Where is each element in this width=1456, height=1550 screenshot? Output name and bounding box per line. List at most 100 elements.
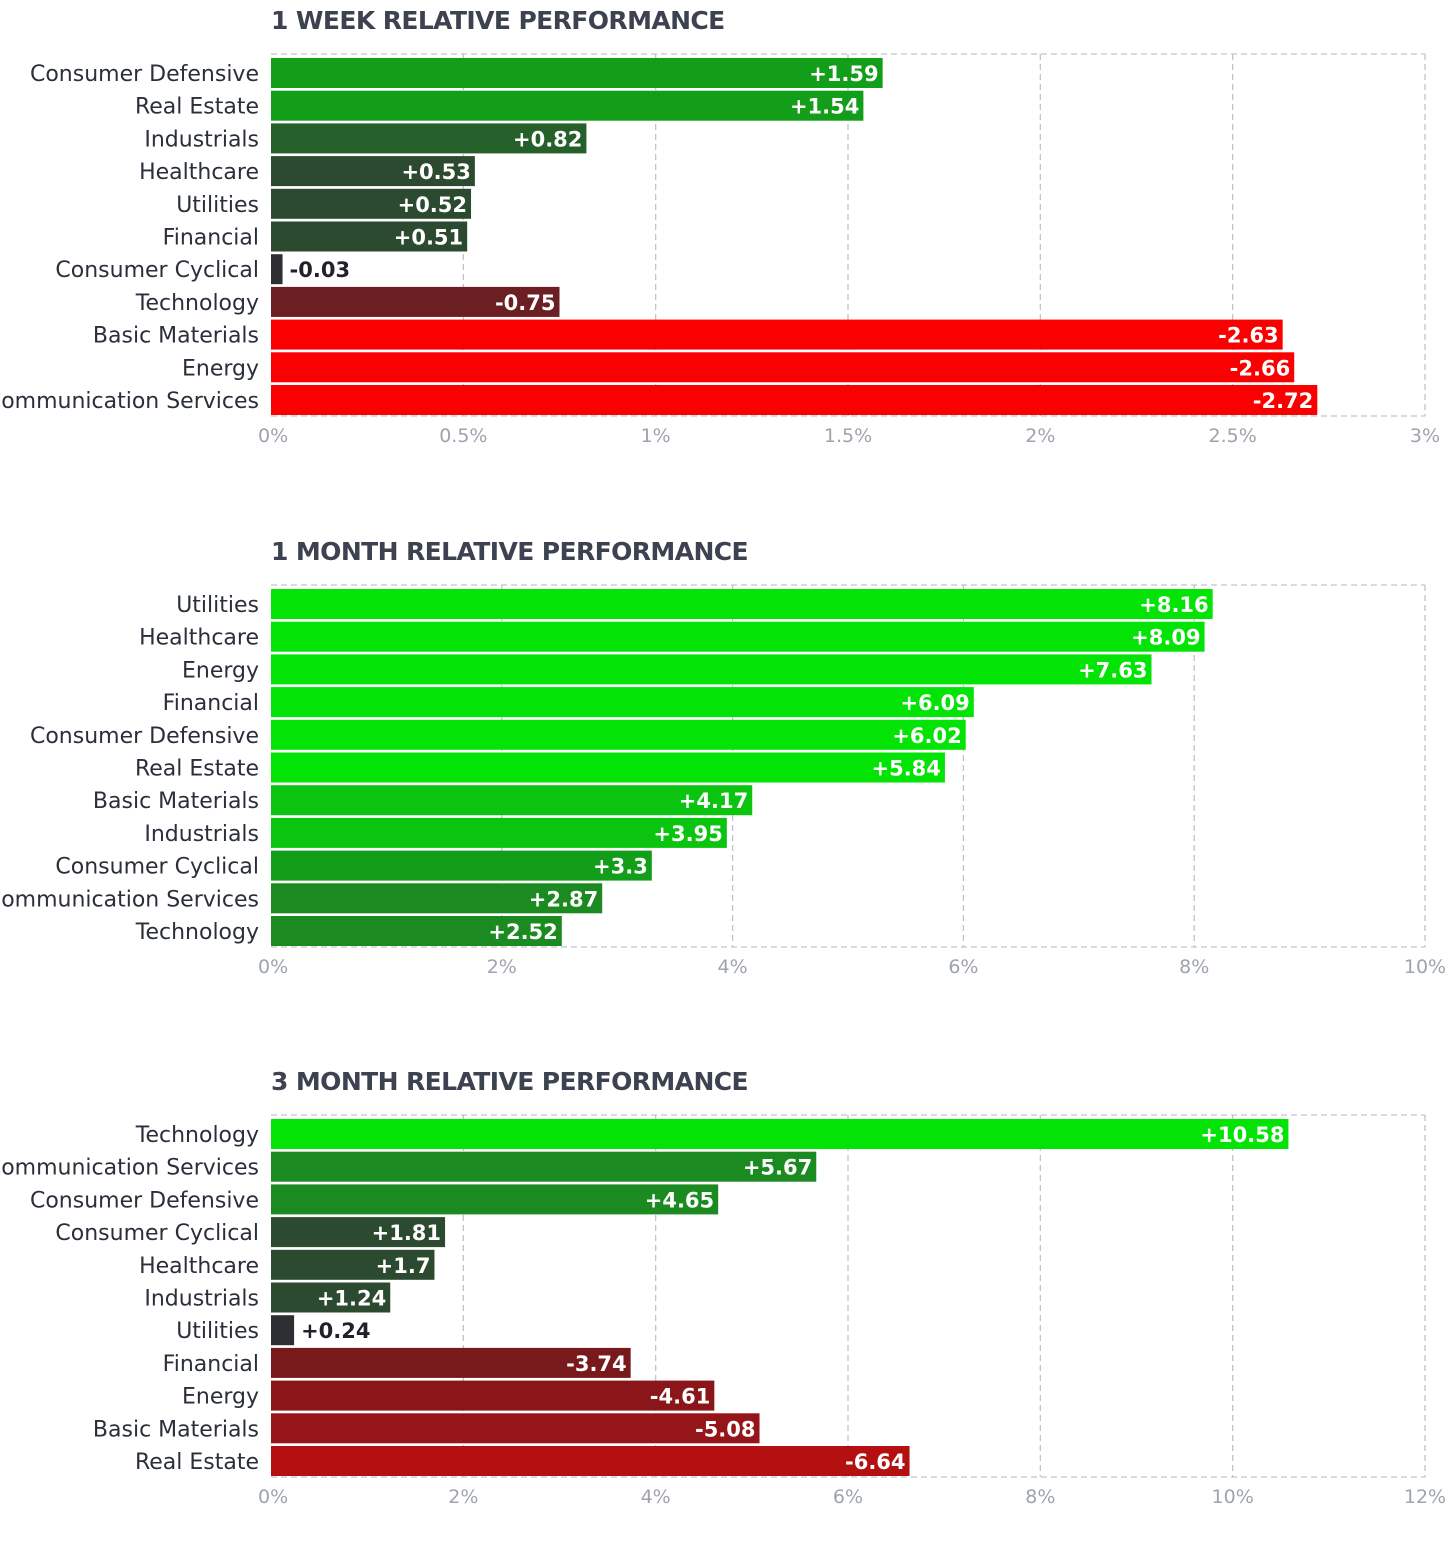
bar: [271, 1249, 435, 1280]
bar: [271, 785, 753, 816]
category-label: Communication Services: [0, 887, 259, 912]
value-label: -2.72: [1253, 389, 1314, 413]
x-tick-label: 2%: [487, 956, 517, 978]
category-label: Basic Materials: [93, 324, 259, 349]
category-label: Consumer Defensive: [30, 62, 259, 87]
x-tick-label: 4%: [641, 1486, 671, 1508]
value-label: -3.74: [566, 1352, 627, 1376]
value-label: +8.16: [1139, 593, 1208, 617]
x-tick-label: 0%: [258, 1486, 288, 1508]
category-label: Energy: [182, 658, 259, 683]
category-label: Basic Materials: [93, 789, 259, 814]
value-label: +5.84: [872, 757, 941, 781]
value-label: +3.95: [653, 822, 722, 846]
category-label: Consumer Defensive: [30, 724, 259, 749]
bar: [271, 1413, 760, 1444]
category-label: Energy: [182, 1385, 259, 1410]
bar: [271, 1315, 295, 1346]
bar: [271, 752, 945, 783]
value-label: +7.63: [1078, 658, 1147, 682]
category-label: Consumer Defensive: [30, 1188, 259, 1213]
bar: [271, 817, 727, 848]
value-label: +1.54: [790, 95, 859, 119]
value-label: +2.87: [529, 887, 598, 911]
value-label: +3.3: [593, 855, 648, 879]
bar: [271, 883, 603, 914]
category-label: Industrials: [144, 1287, 259, 1312]
category-label: Industrials: [144, 127, 259, 152]
value-label: +2.52: [488, 920, 557, 944]
category-label: Healthcare: [139, 626, 259, 651]
category-label: Real Estate: [135, 757, 259, 782]
x-tick-label: 8%: [1025, 1486, 1055, 1508]
x-tick-label: 0%: [258, 956, 288, 978]
bar: [271, 1380, 715, 1411]
x-tick-label: 0.5%: [439, 425, 487, 447]
bar: [271, 188, 472, 219]
x-tick-label: 10%: [1212, 1486, 1254, 1508]
x-tick-label: 2.5%: [1209, 425, 1257, 447]
bar: [271, 1446, 910, 1476]
category-label: Technology: [135, 291, 259, 316]
bar: [271, 286, 560, 317]
category-label: Financial: [163, 226, 259, 251]
x-tick-label: 2%: [1025, 425, 1055, 447]
bar: [271, 385, 1318, 415]
bar: [271, 90, 864, 121]
value-label: +5.67: [743, 1156, 812, 1180]
category-label: Technology: [135, 920, 259, 945]
category-label: Technology: [135, 1123, 259, 1148]
chart-1-week: 1 WEEK RELATIVE PERFORMANCE 0% 0.5% 1% 1.5% 2…: [0, 6, 1440, 447]
x-tick-label: 6%: [833, 1486, 863, 1508]
bar: [271, 654, 1152, 685]
category-label: Consumer Cyclical: [55, 855, 259, 880]
bar: [271, 719, 966, 750]
value-label: +0.82: [513, 127, 582, 151]
bar: [271, 221, 468, 252]
chart-title-1-week: 1 WEEK RELATIVE PERFORMANCE: [271, 6, 725, 35]
bar: [271, 1347, 631, 1378]
bar: [271, 916, 562, 946]
chart-title-1-month: 1 MONTH RELATIVE PERFORMANCE: [271, 537, 748, 566]
category-label: Communication Services: [0, 389, 259, 414]
value-label: +4.17: [679, 789, 748, 813]
x-tick-label: 4%: [718, 956, 748, 978]
x-tick-label: 1%: [641, 425, 671, 447]
x-tick-label: 1.5%: [824, 425, 872, 447]
value-label: +0.24: [301, 1319, 370, 1343]
category-label: Healthcare: [139, 1254, 259, 1279]
value-label: -0.03: [290, 258, 351, 282]
category-label: Utilities: [176, 1319, 259, 1344]
category-label: Consumer Cyclical: [55, 258, 259, 283]
category-label: Consumer Cyclical: [55, 1221, 259, 1246]
value-label: -2.66: [1230, 356, 1291, 380]
category-label: Utilities: [176, 593, 259, 618]
bar: [271, 254, 283, 285]
bar: [271, 621, 1205, 652]
value-label: +0.52: [398, 193, 467, 217]
value-label: +8.09: [1131, 626, 1200, 650]
x-tick-label: 12%: [1404, 1486, 1446, 1508]
bar: [271, 1217, 446, 1248]
value-label: -5.08: [695, 1417, 756, 1441]
value-label: +1.81: [372, 1221, 441, 1245]
bar: [271, 319, 1283, 350]
category-label: Energy: [182, 356, 259, 381]
x-tick-label: 10%: [1404, 956, 1446, 978]
category-label: Communication Services: [0, 1156, 259, 1181]
bar: [271, 1184, 719, 1215]
value-label: +6.09: [900, 691, 969, 715]
value-label: +1.7: [376, 1254, 431, 1278]
value-label: +10.58: [1200, 1123, 1284, 1147]
category-label: Industrials: [144, 822, 259, 847]
x-tick-label: 3%: [1410, 425, 1440, 447]
category-label: Financial: [163, 691, 259, 716]
bar: [271, 58, 883, 88]
bar: [271, 123, 587, 154]
category-label: Real Estate: [135, 1450, 259, 1475]
x-tick-label: 8%: [1179, 956, 1209, 978]
x-tick-label: 6%: [948, 956, 978, 978]
value-label: -4.61: [650, 1385, 711, 1409]
category-label: Real Estate: [135, 95, 259, 120]
bar: [271, 352, 1295, 383]
